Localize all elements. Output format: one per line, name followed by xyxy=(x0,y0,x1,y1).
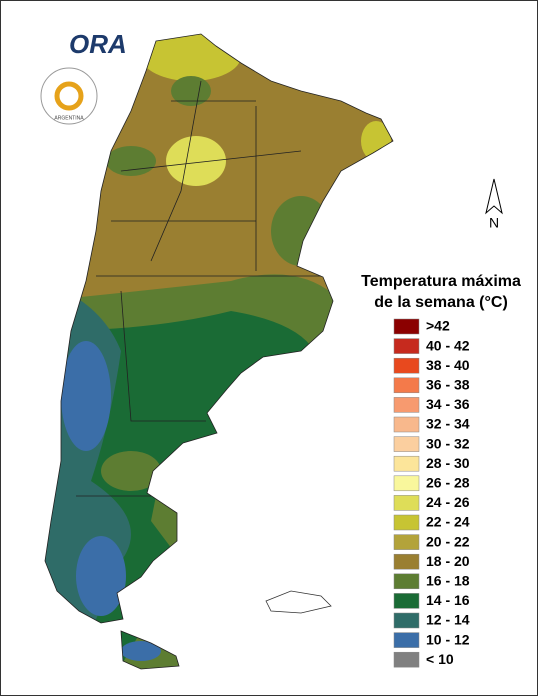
legend-swatch xyxy=(393,475,420,492)
north-arrow xyxy=(485,178,503,215)
legend-swatch xyxy=(393,612,420,629)
legend-label: 38 - 40 xyxy=(426,357,470,373)
legend-label: 18 - 20 xyxy=(426,553,470,569)
north-label: N xyxy=(489,215,499,231)
legend-label: 12 - 14 xyxy=(426,612,470,628)
legend-label: 34 - 36 xyxy=(426,396,470,412)
legend-label: 22 - 24 xyxy=(426,514,470,530)
legend-swatch xyxy=(393,651,420,668)
legend-label: 26 - 28 xyxy=(426,475,470,491)
legend-swatch xyxy=(393,632,420,648)
legend-label: < 10 xyxy=(426,651,454,667)
legend-swatch xyxy=(393,416,420,433)
legend-label: 24 - 26 xyxy=(426,494,470,510)
legend-swatch xyxy=(393,318,420,335)
logo-seal xyxy=(40,67,98,125)
legend-swatch xyxy=(393,455,420,472)
logo-mark xyxy=(54,81,84,111)
province-borders xyxy=(44,33,394,670)
logo-text: ORA xyxy=(69,29,127,59)
legend-label: 28 - 30 xyxy=(426,455,470,471)
legend-swatch xyxy=(393,436,420,452)
legend-swatch xyxy=(393,514,420,531)
legend-label: 14 - 16 xyxy=(426,592,470,608)
legend-label: 30 - 32 xyxy=(426,435,470,451)
legend-label: 20 - 22 xyxy=(426,533,470,549)
legend-swatch xyxy=(393,495,420,511)
legend-swatch xyxy=(393,593,420,609)
legend-label: 36 - 38 xyxy=(426,377,470,393)
logo-seal-text: ARGENTINA xyxy=(54,115,84,121)
legend-swatch xyxy=(393,573,420,590)
legend-swatch xyxy=(393,397,420,413)
legend-label: >42 xyxy=(426,318,450,334)
legend-title: Temperatura máxima xyxy=(361,273,521,290)
legend-label: 10 - 12 xyxy=(426,631,470,647)
legend-swatch xyxy=(393,357,420,374)
legend-swatch xyxy=(393,553,420,570)
islands xyxy=(265,590,332,614)
legend-title: de la semana (°C) xyxy=(374,294,508,311)
legend-swatch xyxy=(393,534,420,550)
legend-swatch xyxy=(393,338,420,354)
legend-label: 16 - 18 xyxy=(426,573,470,589)
legend-swatch xyxy=(393,377,420,394)
legend-label: 40 - 42 xyxy=(426,337,470,353)
legend-label: 32 - 34 xyxy=(426,416,470,432)
